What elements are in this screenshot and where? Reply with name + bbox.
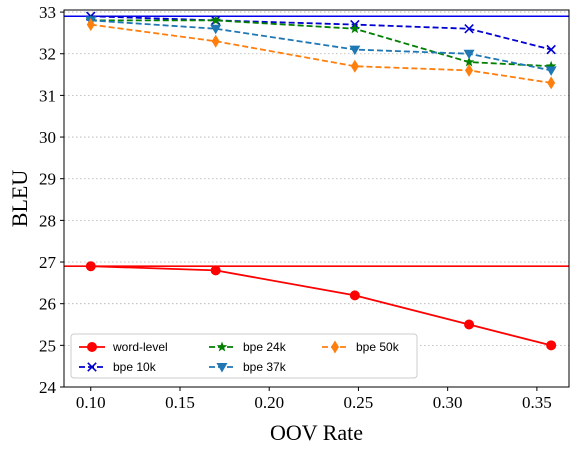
y-tick-label: 25 xyxy=(39,336,56,355)
data-point xyxy=(349,23,361,34)
series-bpe-50k xyxy=(86,18,556,90)
y-axis: 24 25 26 27 28 29 30 31 32 33 xyxy=(39,3,64,397)
legend-label: bpe 10k xyxy=(113,360,157,374)
y-tick-label: 28 xyxy=(39,211,56,230)
legend-item: bpe 50k xyxy=(322,340,400,354)
legend-item: word-level xyxy=(79,340,168,354)
legend-item: bpe 10k xyxy=(79,360,157,374)
data-point xyxy=(545,66,557,76)
data-point xyxy=(463,56,475,67)
reference-lines xyxy=(64,15,569,267)
legend-label: bpe 50k xyxy=(356,340,400,354)
series-word-level xyxy=(85,261,557,351)
legend: word-level bpe 10k bpe 24k bpe 37k bpe 50k xyxy=(70,333,418,379)
data-point xyxy=(546,340,557,351)
legend-label: word-level xyxy=(112,340,168,354)
data-point xyxy=(210,24,222,35)
legend-item: bpe 24k xyxy=(209,340,287,354)
data-point xyxy=(87,342,97,352)
y-tick-label: 30 xyxy=(39,128,56,147)
x-tick-label: 0.30 xyxy=(433,393,463,412)
data-point xyxy=(210,14,221,25)
data-point xyxy=(210,265,221,276)
y-axis-label: BLEU xyxy=(7,170,32,228)
data-point xyxy=(85,261,96,272)
data-point xyxy=(464,319,475,330)
x-axis: 0.10 0.15 0.20 0.25 0.30 0.35 xyxy=(76,387,552,412)
plot-frame xyxy=(63,9,570,388)
data-point xyxy=(216,363,228,373)
x-axis-label: OOV Rate xyxy=(270,420,363,445)
x-tick-label: 0.25 xyxy=(344,393,374,412)
y-tick-label: 26 xyxy=(39,295,56,314)
data-point xyxy=(546,44,556,55)
data-point xyxy=(349,45,361,56)
y-tick-label: 24 xyxy=(39,378,57,397)
y-tick-label: 27 xyxy=(39,253,57,272)
y-tick-label: 29 xyxy=(39,170,56,189)
data-point xyxy=(349,290,360,301)
data-point xyxy=(464,23,474,34)
data-point xyxy=(331,340,339,354)
series-line xyxy=(90,23,552,84)
y-tick-label: 32 xyxy=(39,45,56,64)
x-tick-label: 0.20 xyxy=(254,393,284,412)
data-point xyxy=(211,34,220,48)
data-point xyxy=(463,49,475,60)
x-tick-label: 0.15 xyxy=(165,393,195,412)
data-point xyxy=(545,60,557,71)
series-group xyxy=(85,11,557,351)
legend-label: bpe 24k xyxy=(243,340,287,354)
series-bpe-37k xyxy=(85,16,557,76)
x-tick-label: 0.35 xyxy=(522,393,552,412)
data-point xyxy=(87,362,97,372)
data-point xyxy=(547,76,556,90)
data-point xyxy=(465,63,474,77)
legend-label: bpe 37k xyxy=(243,360,287,374)
y-tick-label: 31 xyxy=(39,86,56,105)
data-point xyxy=(216,341,228,352)
y-tick-label: 33 xyxy=(39,3,56,22)
legend-item: bpe 37k xyxy=(209,360,287,374)
legend-box xyxy=(70,333,418,379)
data-point xyxy=(86,18,95,32)
x-tick-label: 0.10 xyxy=(76,393,106,412)
data-point xyxy=(350,59,359,73)
